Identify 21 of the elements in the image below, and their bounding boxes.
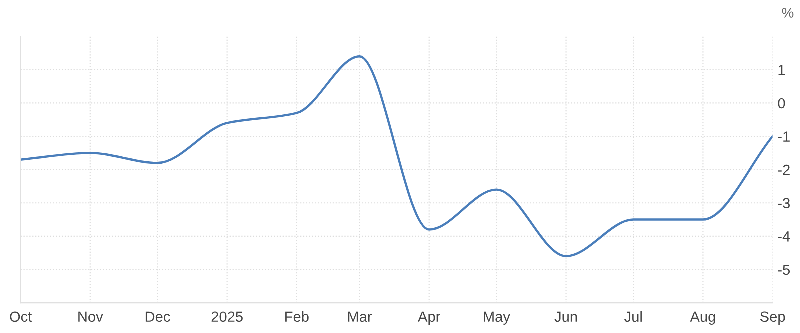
y-axis-title: %	[782, 8, 794, 18]
x-tick-label: Apr	[418, 312, 440, 325]
y-tick-label: -1	[778, 132, 790, 142]
x-tick-label: Mar	[348, 312, 372, 322]
y-tick-label: -2	[778, 164, 790, 176]
x-tick-label: Nov	[78, 312, 104, 322]
y-tick-label: -4	[778, 232, 790, 242]
y-tick-label: -5	[778, 264, 790, 276]
x-tick-label: Aug	[690, 312, 716, 325]
x-tick-label: 2025	[212, 312, 243, 322]
y-tick-label: 0	[778, 98, 786, 109]
y-tick-label: 1	[778, 65, 786, 76]
x-tick-label: Dec	[146, 312, 170, 322]
x-tick-label: May	[484, 312, 510, 325]
line-series	[20, 56, 773, 258]
x-tick-label: Jul	[624, 311, 642, 322]
y-tick-label: -3	[778, 198, 790, 209]
x-tick-label: Jun	[554, 312, 578, 322]
x-tick-label: Sep	[760, 312, 786, 325]
x-tick-label: Oct	[10, 312, 32, 322]
x-tick-label: Feb	[286, 311, 309, 322]
